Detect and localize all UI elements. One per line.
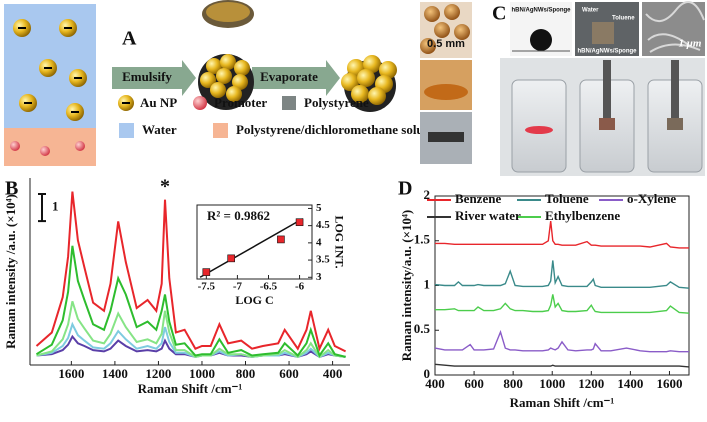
legend-promoter (193, 96, 207, 110)
step-label: Emulsify (122, 69, 172, 84)
x-tick-label: 800 (236, 366, 256, 381)
fit-line (199, 218, 304, 278)
x-tick-label: 800 (503, 376, 523, 391)
photo-label: hBN/AgNWs/Sponge (512, 8, 572, 14)
legend-label: River water (455, 208, 521, 223)
y-tick-label: 1.5 (414, 232, 431, 247)
y-tick-label: 4 (316, 236, 322, 248)
series-line (435, 294, 690, 314)
y-tick-label: 0.5 (414, 321, 431, 336)
step-label: Evaporate (260, 69, 318, 84)
x-tick-label: 600 (464, 376, 484, 391)
x-tick-label: -7 (233, 281, 243, 293)
annotation: R² = 0.9862 (207, 208, 270, 223)
legend-label: Promoter (214, 95, 267, 110)
y-axis-label: Raman intensity /a.u. (×10⁴) (3, 194, 18, 349)
x-tick-label: -6 (295, 281, 305, 293)
legend-label: Polystyrene (304, 95, 369, 110)
step-box (112, 67, 182, 89)
x-tick-label: 1600 (58, 366, 84, 381)
legend-water (119, 123, 134, 138)
legend-label: Au NP (140, 95, 177, 110)
point (202, 268, 211, 276)
photo-label: Water (582, 8, 599, 14)
x-tick-label: 400 (323, 366, 343, 381)
x-axis-label: Raman Shift /cm⁻¹ (138, 381, 243, 396)
x-tick-label: 1000 (539, 376, 565, 391)
annotation: * (160, 176, 170, 198)
x-tick-label: 400 (425, 376, 445, 391)
y-axis-label: Raman intensity/a.u. (×10⁴) (399, 210, 414, 361)
y-tick-label: 3 (316, 271, 322, 283)
x-axis-label: LOG C (235, 293, 273, 307)
x-tick-label: 1600 (656, 376, 682, 391)
x-tick-label: 1000 (189, 366, 215, 381)
series-line (434, 260, 690, 289)
x-tick-label: 600 (279, 366, 299, 381)
legend-label: Toluene (545, 191, 589, 206)
arrow (326, 60, 340, 96)
dry-cluster (341, 55, 397, 112)
x-tick-label: 1200 (578, 376, 604, 391)
arrow (182, 60, 196, 96)
legend-label: Water (142, 122, 177, 137)
emulsion-droplet (198, 54, 254, 110)
panel-label: D (398, 178, 412, 200)
x-tick-label: 1400 (102, 366, 128, 381)
point (295, 218, 304, 227)
series-line (35, 245, 346, 358)
panel-label: C (492, 3, 506, 25)
y-tick-label: 5 (316, 202, 322, 214)
photo-label: hBN/AgNWs/Sponge (578, 49, 638, 55)
series-line (434, 329, 689, 353)
scale-label: 1 μm (679, 38, 702, 50)
y-axis-label: LOG INT. (332, 215, 346, 268)
panel-c: C hBN/AgNWs/Sponge Water Toluene hBN/AgN… (492, 1, 705, 176)
y-tick-label: 2 (424, 187, 431, 202)
point (277, 235, 285, 244)
x-tick-label: 1400 (617, 376, 643, 391)
legend-label: Polystyrene/dichloromethane solution (236, 122, 446, 137)
scale-label: 0.5 mm (427, 38, 465, 50)
y-tick-label: 3.5 (316, 254, 330, 266)
jar-photo (202, 0, 254, 28)
step-box (252, 67, 326, 89)
au-nps (10, 19, 87, 156)
photo-label: Toluene (612, 16, 635, 22)
legend-label: Benzene (455, 191, 501, 206)
x-tick-label: -7.5 (198, 281, 216, 293)
photos (420, 2, 472, 164)
legend-oil (213, 123, 228, 138)
series-line (35, 191, 347, 353)
series-line (435, 221, 689, 249)
legend-label: Ethylbenzene (545, 208, 620, 223)
legend-label: o-Xylene (627, 191, 676, 206)
point (227, 254, 235, 263)
y-tick-label: 4.5 (316, 219, 330, 231)
plot-frame (196, 204, 313, 280)
series-line (434, 363, 690, 368)
scale-bar-label: 1 (52, 199, 59, 214)
legend-ps (282, 96, 296, 110)
y-tick-label: 1 (424, 276, 431, 291)
panel-a: A Emulsify Evaporate Au NP Promoter Poly… (4, 0, 472, 166)
x-tick-label: -6.5 (260, 281, 278, 293)
series-line (36, 301, 346, 359)
y-tick-label: 0 (424, 366, 431, 381)
x-axis-label: Raman Shift /cm⁻¹ (510, 395, 615, 410)
x-tick-label: 1200 (145, 366, 171, 381)
panel-label: B (5, 178, 18, 200)
panel-label: A (122, 28, 137, 50)
